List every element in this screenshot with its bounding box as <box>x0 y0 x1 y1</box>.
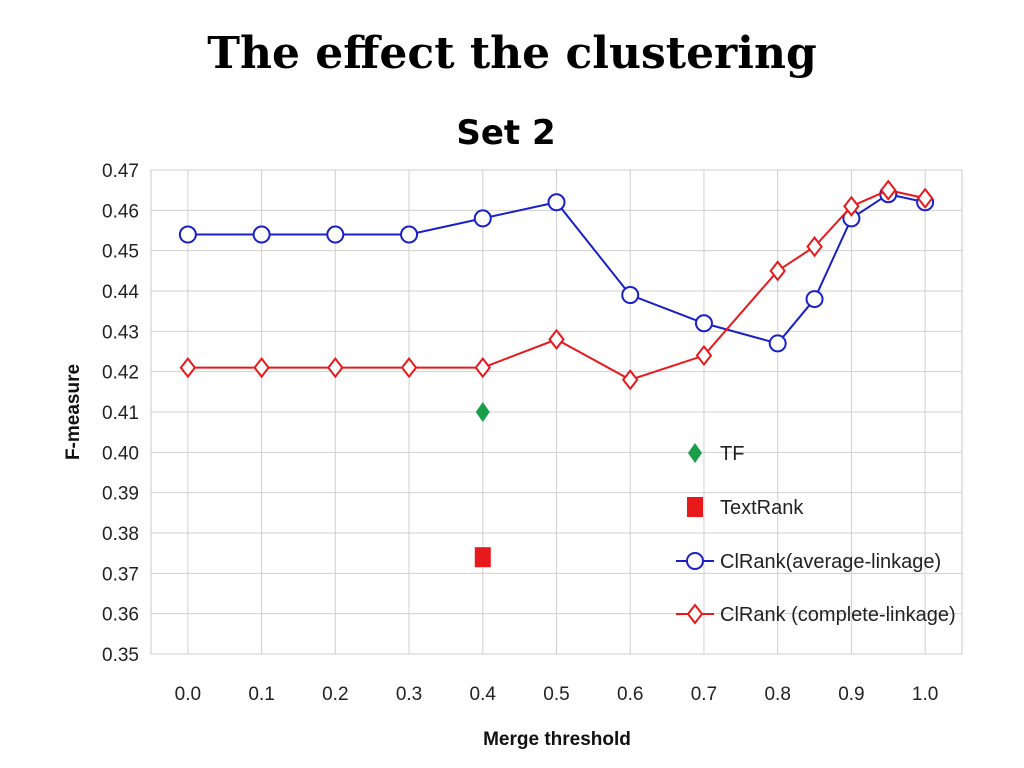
y-tick-label: 0.37 <box>102 564 139 585</box>
y-tick-label: 0.36 <box>102 605 139 626</box>
data-point <box>547 193 566 212</box>
x-tick-label: 0.8 <box>764 684 790 705</box>
data-point <box>474 547 491 568</box>
data-point <box>475 402 490 422</box>
data-point <box>806 236 823 258</box>
x-tick-label: 0.5 <box>543 684 569 705</box>
legend-swatch-marker <box>687 497 703 517</box>
legend-swatch-marker <box>686 552 704 570</box>
data-point <box>621 286 640 305</box>
y-tick-label: 0.45 <box>102 242 139 263</box>
data-point <box>695 344 713 367</box>
data-point <box>548 328 565 351</box>
x-axis-label: Merge threshold <box>483 729 631 750</box>
y-axis-ticks: 0.35 0.36 0.37 0.38 0.39 0.40 0.41 0.42 0.43 0.44… <box>102 161 139 666</box>
y-tick-label: 0.47 <box>102 161 139 182</box>
series-tf <box>475 402 490 422</box>
legend-label: TextRank <box>720 497 804 519</box>
series-group <box>178 179 935 568</box>
data-point <box>474 357 492 379</box>
legend: TF TextRank ClRank(average-linkage) ClRank … <box>676 443 956 626</box>
x-tick-label: 0.2 <box>322 684 348 705</box>
x-tick-label: 0.9 <box>838 684 864 705</box>
data-point <box>621 369 639 391</box>
data-point <box>178 225 197 244</box>
slide-title: The effect the clustering <box>207 28 817 79</box>
x-tick-label: 0.6 <box>617 684 643 705</box>
data-point <box>473 209 492 228</box>
data-point <box>252 225 271 244</box>
data-point <box>326 225 345 244</box>
data-point <box>880 179 897 201</box>
series-clrank-average-linkage <box>178 185 935 353</box>
data-point <box>694 314 713 333</box>
y-tick-label: 0.39 <box>102 484 139 505</box>
y-tick-label: 0.44 <box>102 282 139 303</box>
y-tick-label: 0.41 <box>102 403 139 424</box>
y-tick-label: 0.35 <box>102 645 139 666</box>
data-point <box>768 334 787 353</box>
data-point <box>400 225 419 244</box>
x-tick-label: 0.0 <box>175 684 201 705</box>
y-tick-label: 0.40 <box>102 443 139 464</box>
y-tick-label: 0.38 <box>102 524 139 545</box>
legend-item: TextRank <box>687 497 804 519</box>
data-point <box>253 357 270 379</box>
data-point <box>843 195 860 217</box>
legend-item: ClRank (complete-linkage) <box>676 603 956 626</box>
x-tick-label: 0.7 <box>691 684 717 705</box>
x-tick-label: 0.3 <box>396 684 422 705</box>
legend-swatch-marker <box>688 443 702 463</box>
x-tick-label: 0.4 <box>470 684 497 705</box>
data-point <box>805 290 824 309</box>
legend-item: TF <box>688 443 744 465</box>
x-tick-label: 1.0 <box>912 684 938 705</box>
data-point <box>916 187 934 209</box>
gridlines <box>151 169 962 655</box>
chart-title: Set 2 <box>456 113 555 153</box>
legend-swatch-marker <box>686 603 704 625</box>
y-axis-label: F-measure <box>63 364 84 460</box>
x-axis-ticks: 0.0 0.1 0.2 0.3 0.4 0.5 0.6 0.7 0.8 0.9 1.0 <box>175 684 939 705</box>
data-point <box>400 357 418 379</box>
y-tick-label: 0.46 <box>102 201 139 222</box>
series-clrank-complete-linkage <box>179 179 934 391</box>
series-textrank <box>474 547 491 568</box>
legend-label: ClRank (complete-linkage) <box>720 604 956 626</box>
y-tick-label: 0.43 <box>102 322 139 343</box>
legend-label: ClRank(average-linkage) <box>720 551 941 573</box>
data-point <box>179 357 197 379</box>
x-tick-label: 0.1 <box>248 684 274 705</box>
data-point <box>769 260 786 282</box>
legend-item: ClRank(average-linkage) <box>676 551 941 573</box>
y-tick-label: 0.42 <box>102 363 139 384</box>
legend-label: TF <box>720 443 744 465</box>
data-point <box>327 357 344 379</box>
